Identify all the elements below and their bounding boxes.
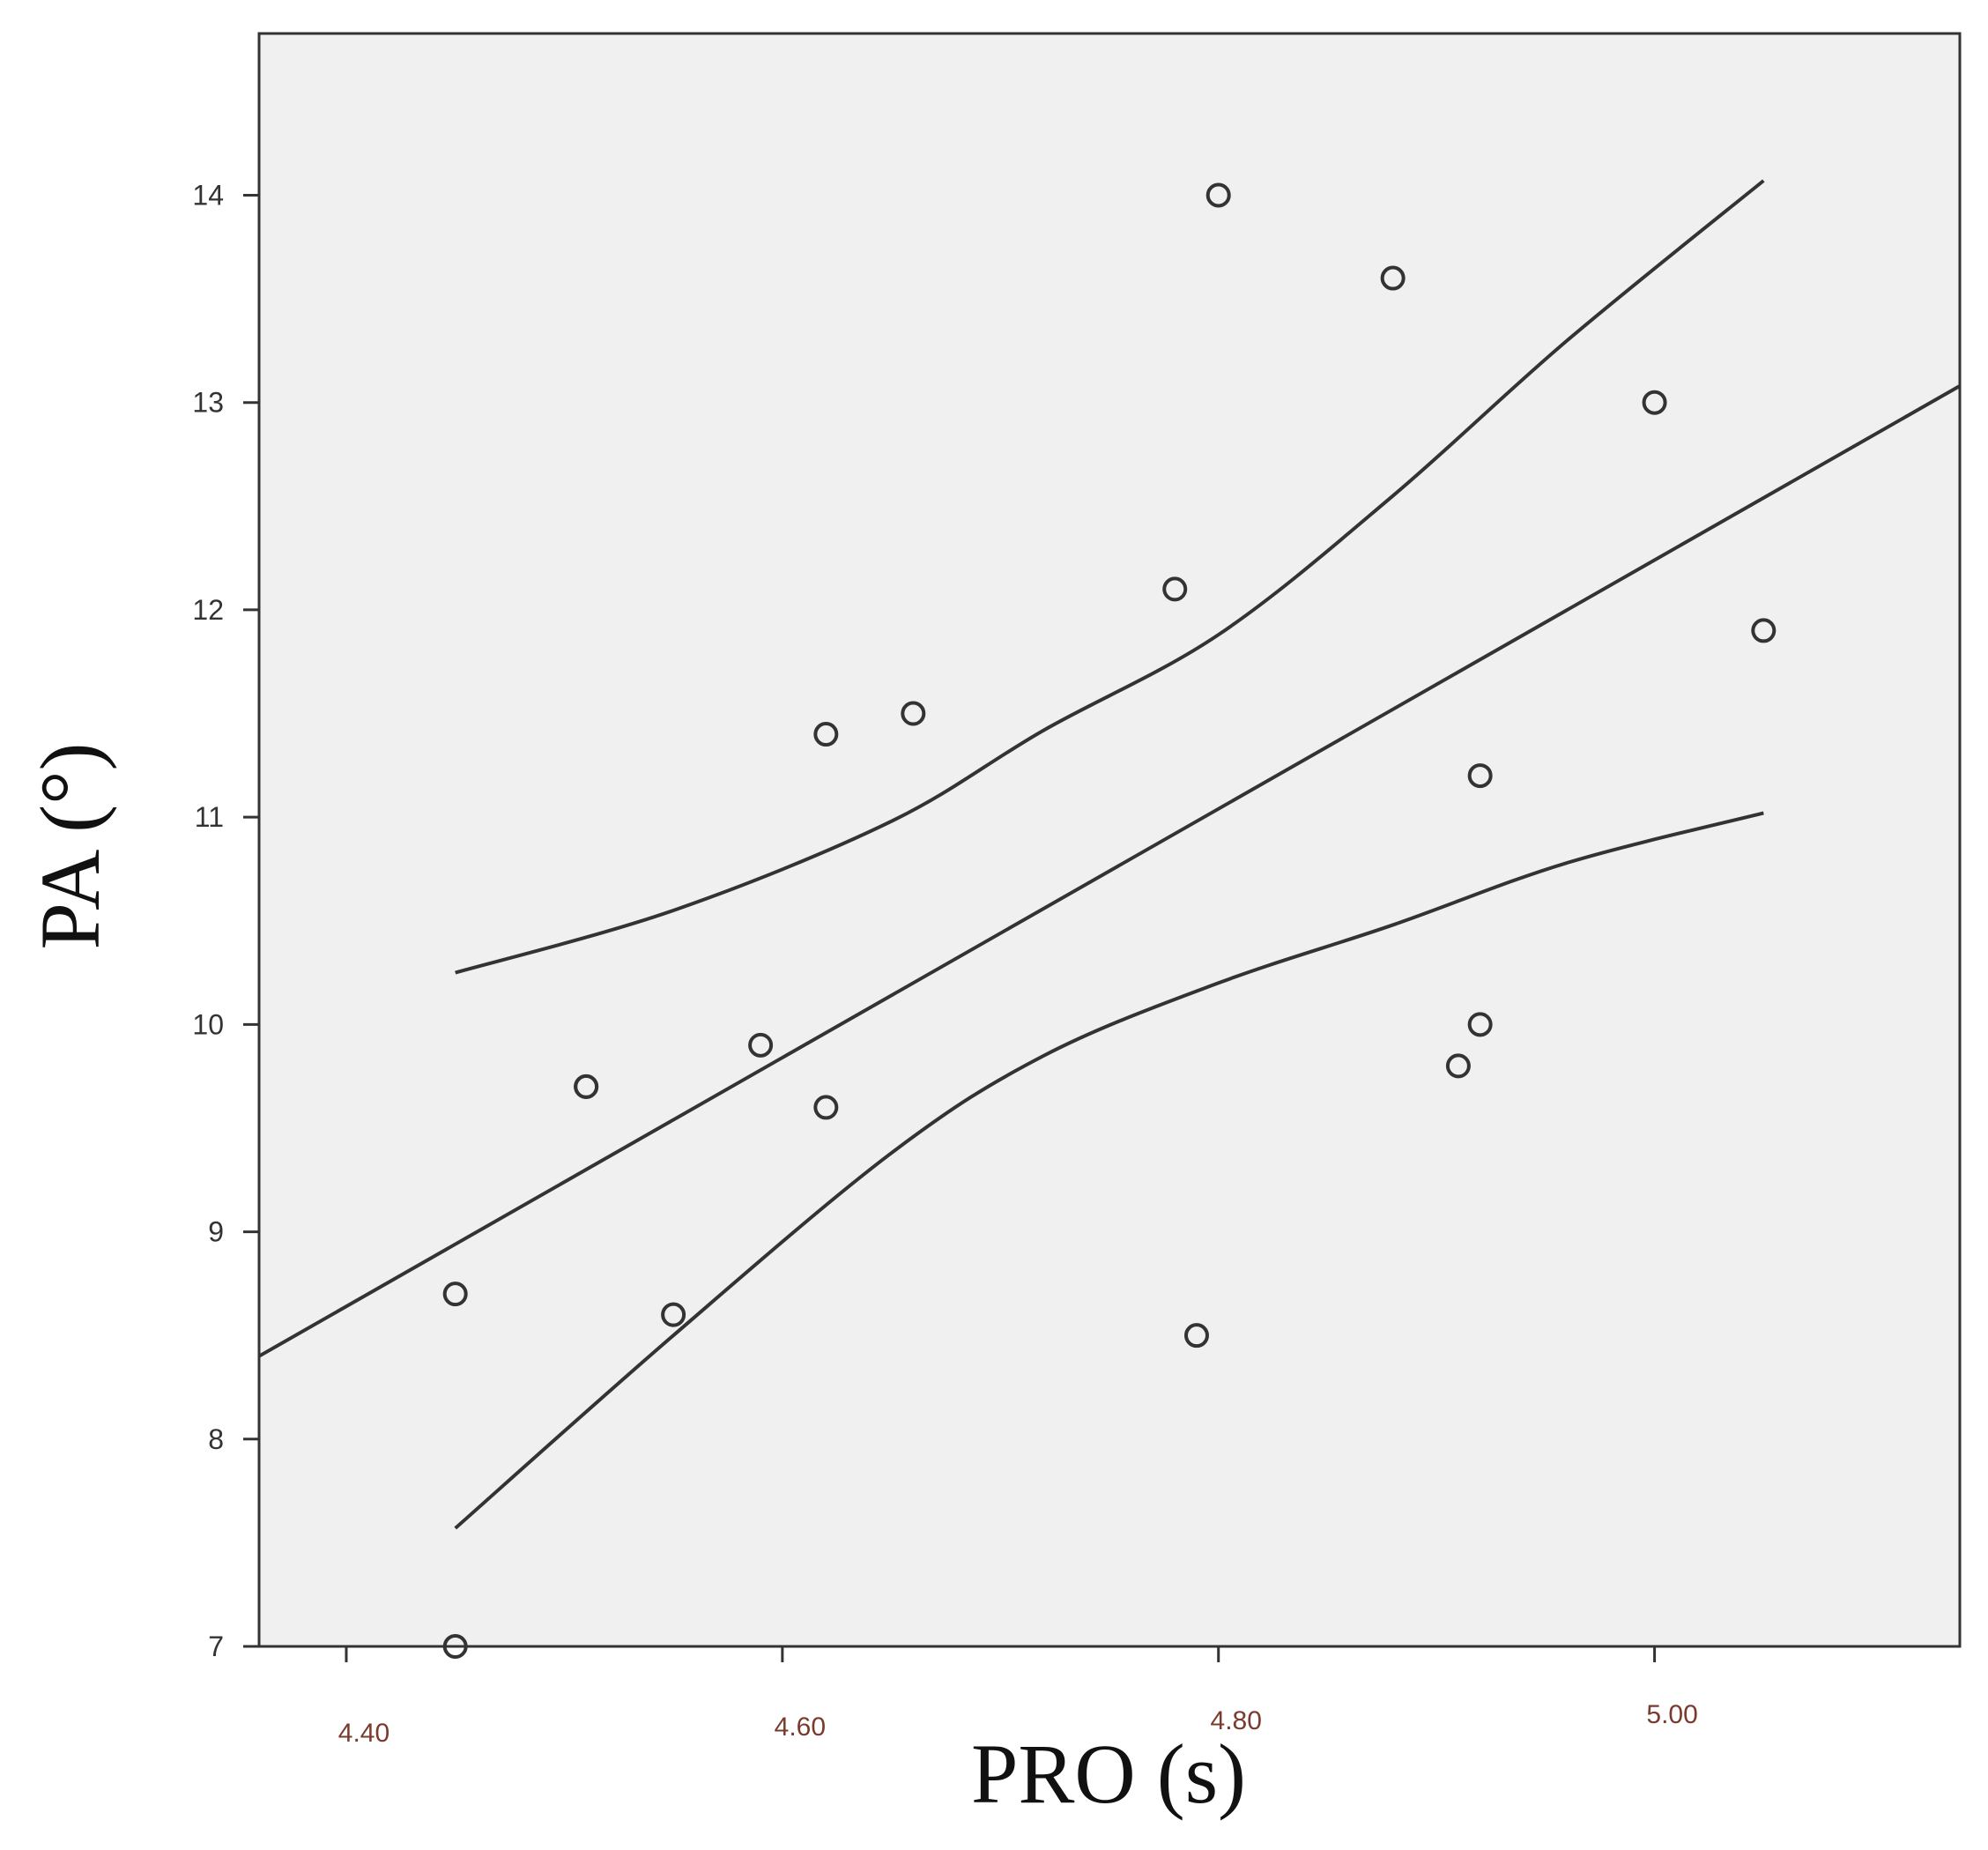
y-axis-title: PA (°) — [23, 743, 117, 950]
data-point — [813, 1095, 839, 1120]
x-tick-label: 4.80 — [1211, 1706, 1262, 1735]
y-axis-ticks: 7 8 9 10 11 12 13 14 — [192, 179, 259, 1662]
y-tick-label: 9 — [208, 1216, 224, 1248]
x-tick-label: 5.00 — [1646, 1700, 1697, 1729]
data-point — [813, 722, 839, 747]
data-point — [1205, 182, 1231, 208]
data-point — [1467, 763, 1493, 789]
data-point — [1751, 618, 1777, 643]
y-tick-label: 13 — [192, 387, 224, 419]
y-tick-label: 8 — [208, 1423, 224, 1455]
ci-lower-line — [454, 811, 1764, 1530]
data-point — [1162, 576, 1188, 602]
data-points — [442, 182, 1777, 1659]
y-tick-label: 14 — [192, 179, 224, 211]
y-tick-label: 7 — [208, 1631, 224, 1662]
ci-upper-line — [455, 179, 1765, 975]
confidence-band — [454, 179, 1765, 1530]
data-point — [1467, 1012, 1493, 1037]
data-point — [901, 701, 926, 726]
data-point — [442, 1282, 468, 1307]
data-point — [1642, 390, 1667, 415]
data-point — [442, 1634, 468, 1659]
data-point — [1445, 1053, 1471, 1079]
plot-area — [257, 32, 1962, 1648]
regression-line-group — [258, 384, 1961, 1358]
y-tick-label: 10 — [192, 1008, 224, 1040]
x-tick-label: 4.60 — [775, 1713, 826, 1742]
y-tick-label: 11 — [195, 801, 224, 833]
x-tick-label: 4.40 — [338, 1719, 389, 1748]
regression-line — [258, 384, 1961, 1358]
data-point — [1183, 1323, 1209, 1348]
x-axis-title: PRO (s) — [971, 1727, 1246, 1821]
data-point — [574, 1074, 599, 1099]
x-axis-ticks: 4.40 4.60 4.80 5.00 — [338, 1646, 1698, 1748]
y-tick-label: 12 — [192, 594, 224, 626]
data-point — [748, 1032, 774, 1058]
data-point — [1380, 265, 1406, 291]
data-point — [661, 1302, 686, 1327]
